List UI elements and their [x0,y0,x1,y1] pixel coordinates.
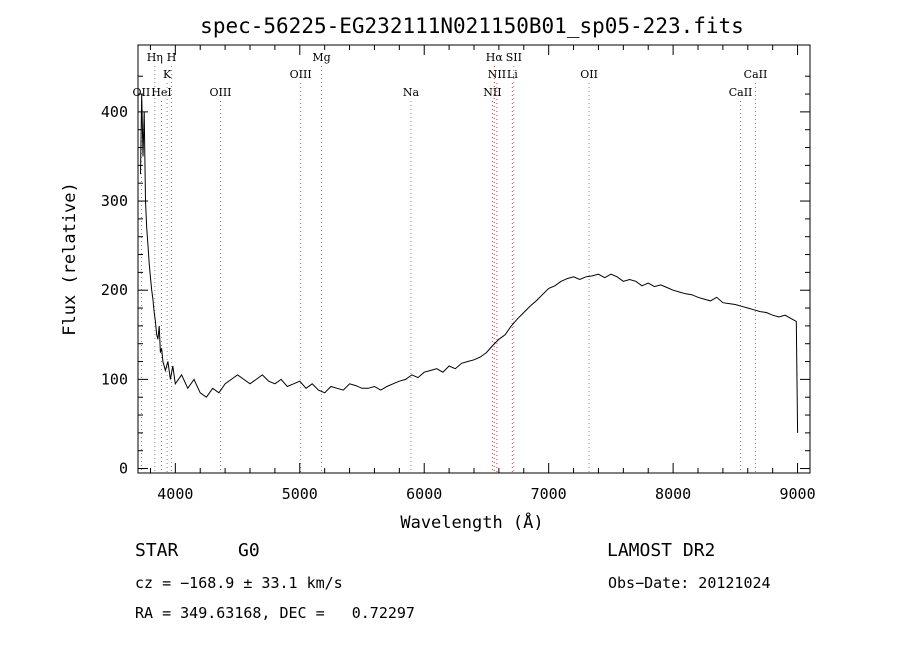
emission-line-label: H [167,51,177,64]
class-label: STAR [135,540,179,561]
coordinates: RA = 349.63168, DEC = 0.72297 [135,604,415,622]
emission-line-label: Li [507,68,518,81]
x-tick-label: 7000 [531,485,567,503]
x-tick-label: 9000 [779,485,815,503]
chart-title: spec-56225-EG232111N021150B01_sp05-223.f… [200,14,744,38]
redshift-cz: cz = −168.9 ± 33.1 km/s [135,574,343,592]
emission-line-label: CaII [744,68,768,81]
x-tick-label: 4000 [157,485,193,503]
emission-line-label: Hα [486,51,504,64]
emission-line-label: Na [403,86,420,99]
subclass-label: G0 [238,540,260,561]
emission-line-label: NII [488,68,506,81]
emission-line-label: Hη [147,51,163,64]
plot-frame [137,44,811,474]
emission-line-label: CaII [729,86,753,99]
y-tick-label: 100 [101,370,128,388]
emission-line-label: NII [483,86,501,99]
spectrum-series [140,93,799,433]
obs-date: Obs−Date: 20121024 [608,574,771,592]
emission-line-label: OII [133,86,151,99]
y-axis: 0 100 200 300 400 [101,75,810,478]
x-tick-label: 8000 [655,485,691,503]
y-tick-label: 400 [101,103,128,121]
emission-line-label: SII [506,51,522,64]
x-tick-label: 5000 [282,485,318,503]
x-axis: 4000 5000 6000 7000 8000 9000 [149,45,816,503]
y-tick-label: 300 [101,192,128,210]
emission-line-label: Mg [312,51,330,64]
survey-label: LAMOST DR2 [607,540,716,561]
emission-line-label: OIII [209,86,231,99]
x-tick-label: 6000 [406,485,442,503]
emission-line-label: OIII [290,68,312,81]
x-axis-title: Wavelength (Å) [400,511,543,533]
y-tick-label: 0 [119,460,128,478]
y-tick-label: 200 [101,281,128,299]
y-axis-title: Flux (relative) [60,182,80,336]
emission-line-label: K [163,68,172,81]
emission-line-label: OII [580,68,598,81]
emission-line-label: HeI [151,86,171,99]
